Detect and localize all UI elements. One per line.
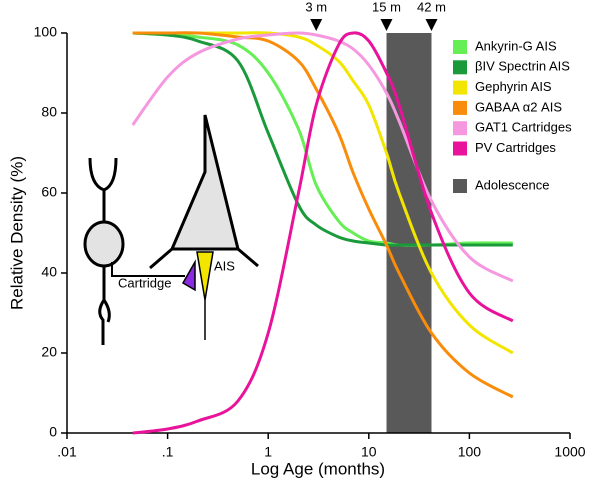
legend-label: Ankyrin-G AIS (475, 38, 557, 53)
legend-swatch (453, 141, 467, 156)
legend-label: Gephyrin AIS (475, 79, 552, 94)
y-tick-label: 40 (41, 264, 57, 280)
series-line (132, 31, 514, 435)
legend-label: Adolescence (475, 177, 549, 192)
age-marker (380, 19, 393, 31)
y-tick-label: 80 (41, 104, 57, 120)
legend-swatch (453, 80, 467, 95)
y-tick-label: 100 (34, 24, 58, 40)
x-tick-label: 1000 (554, 444, 585, 460)
adolescence-band (386, 33, 432, 433)
legend-label: GAT1 Cartridges (475, 120, 572, 135)
legend-swatch (453, 40, 467, 54)
y-tick-label: 0 (49, 424, 57, 440)
inset-label: Cartridge (118, 275, 171, 290)
x-tick-label: 1 (264, 444, 272, 460)
y-axis-label: Relative Density (%) (7, 156, 26, 310)
x-axis-label: Log Age (months) (251, 459, 385, 478)
x-tick-label: 10 (361, 444, 377, 460)
legend-swatch (453, 179, 467, 193)
series-line (132, 31, 514, 399)
x-tick-label: .01 (57, 444, 77, 460)
inset-diagram (83, 114, 259, 345)
age-marker (310, 19, 323, 31)
age-marker (425, 19, 438, 31)
legend-swatch (453, 121, 467, 136)
x-tick-label: 100 (458, 444, 482, 460)
y-tick-label: 60 (41, 184, 57, 200)
age-label: 15 m (372, 0, 401, 14)
legend-swatch (453, 60, 467, 75)
legend-label: PV Cartridges (475, 140, 556, 155)
inset-label: AIS (214, 258, 235, 273)
y-tick-label: 20 (41, 344, 57, 360)
legend-label: GABAA α2 AIS (475, 99, 562, 114)
axes (66, 33, 570, 434)
age-label: 42 m (417, 0, 446, 14)
x-tick-label: .1 (162, 444, 174, 460)
legend-swatch (453, 100, 467, 115)
legend-label: βIV Spectrin AIS (475, 59, 570, 74)
age-label: 3 m (305, 0, 327, 14)
